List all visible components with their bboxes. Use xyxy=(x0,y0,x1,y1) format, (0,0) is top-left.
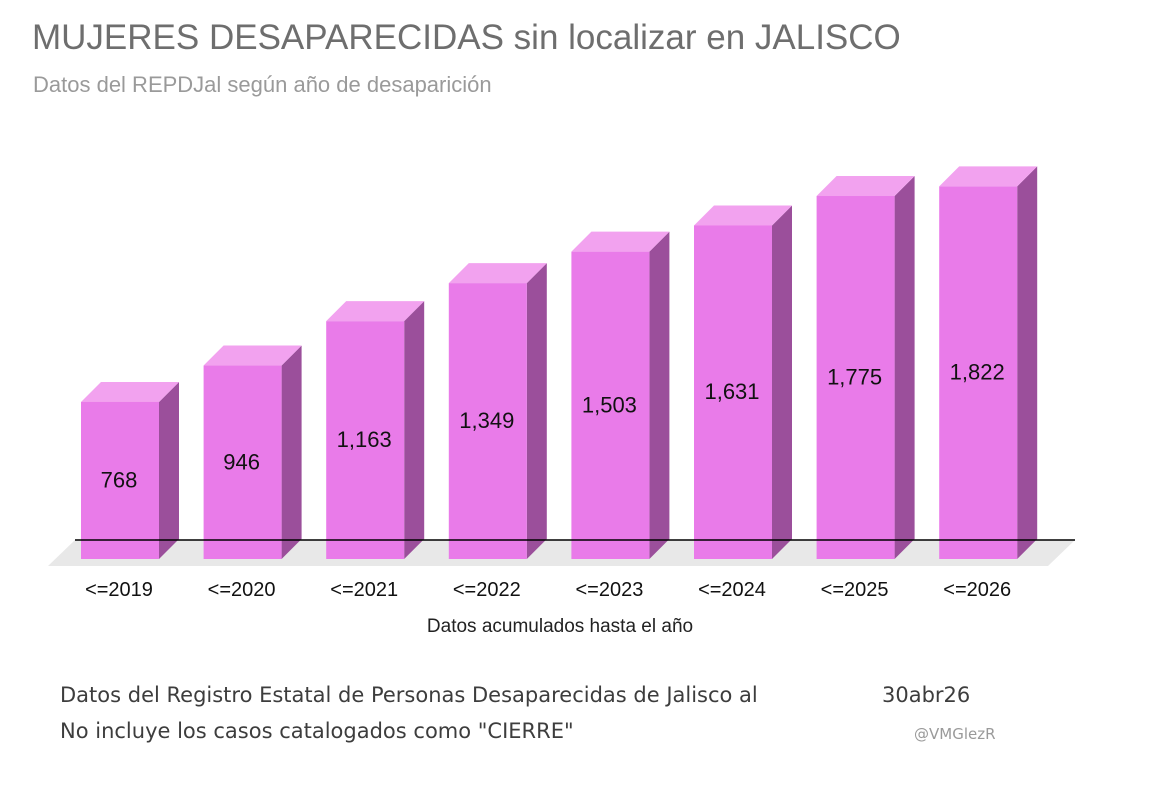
bar-top xyxy=(326,301,425,322)
bar-value-label: 1,822 xyxy=(950,360,1005,385)
x-tick-label: <=2022 xyxy=(453,579,521,601)
bar-top xyxy=(203,345,302,366)
bar-value-label: 768 xyxy=(101,467,138,492)
x-tick-label: <=2021 xyxy=(330,579,398,601)
data-date: 30abr26 xyxy=(882,683,971,707)
bar-front xyxy=(939,186,1018,559)
bar-<=2024: 1,631 xyxy=(694,205,792,559)
bar-value-label: 946 xyxy=(223,449,260,474)
bar-value-label: 1,631 xyxy=(704,379,759,404)
bar-front xyxy=(694,225,772,559)
x-tick-label: <=2025 xyxy=(821,579,889,601)
bar-value-label: 1,349 xyxy=(459,408,514,433)
chart-subtitle: Datos del REPDJal según año de desaparic… xyxy=(33,72,492,97)
bar-side xyxy=(649,231,670,559)
bar-side xyxy=(772,205,792,559)
bar-value-label: 1,775 xyxy=(827,365,882,390)
bar-<=2021: 1,163 xyxy=(326,301,425,559)
x-tick-label: <=2024 xyxy=(698,579,766,601)
source-note: Datos del Registro Estatal de Personas D… xyxy=(60,683,758,707)
bar-front xyxy=(81,401,159,559)
bar-<=2020: 946 xyxy=(203,345,302,559)
bar-side xyxy=(894,176,915,559)
bar-top xyxy=(81,381,179,402)
bar-side xyxy=(1017,166,1038,559)
bar-value-label: 1,163 xyxy=(337,427,392,452)
bar-side xyxy=(159,381,179,559)
bar-chart: 768 946 1,163 1,349 1,503 1,631 1,775 1,822 <=2… xyxy=(48,166,1075,637)
bar-front xyxy=(571,251,650,559)
bar-<=2025: 1,775 xyxy=(816,176,915,559)
bar-<=2023: 1,503 xyxy=(571,231,670,559)
bar-top xyxy=(816,176,915,197)
bar-front xyxy=(203,365,282,559)
bar-side xyxy=(281,345,302,559)
bar-front xyxy=(326,321,405,559)
bar-side xyxy=(526,263,547,559)
x-tick-label: <=2020 xyxy=(208,579,276,601)
x-tick-label: <=2019 xyxy=(85,579,153,601)
bar-top xyxy=(694,205,792,226)
bar-top xyxy=(571,231,670,252)
chart-floor xyxy=(48,540,1075,566)
x-tick-label: <=2023 xyxy=(575,579,643,601)
x-tick-label: <=2026 xyxy=(943,579,1011,601)
bars-group: 768 946 1,163 1,349 1,503 1,631 1,775 1,822 xyxy=(81,166,1038,559)
bar-<=2019: 768 xyxy=(81,381,179,559)
bar-<=2026: 1,822 xyxy=(939,166,1038,559)
chart-title: MUJERES DESAPARECIDAS sin localizar en J… xyxy=(32,18,901,57)
bar-top xyxy=(448,263,547,284)
bar-front xyxy=(816,196,895,559)
x-tick-labels: <=2019 <=2020 <=2021 <=2022 <=2023 <=2024 <=20… xyxy=(85,579,1011,601)
author-handle: @VMGlezR xyxy=(914,725,996,743)
bar-front xyxy=(448,283,527,559)
x-axis-label: Datos acumulados hasta el año xyxy=(427,616,693,637)
bar-top xyxy=(939,166,1038,187)
bar-<=2022: 1,349 xyxy=(448,263,547,559)
bar-value-label: 1,503 xyxy=(582,392,637,417)
bar-side xyxy=(404,301,425,559)
exclusion-note: No incluye los casos catalogados como "C… xyxy=(60,719,574,743)
